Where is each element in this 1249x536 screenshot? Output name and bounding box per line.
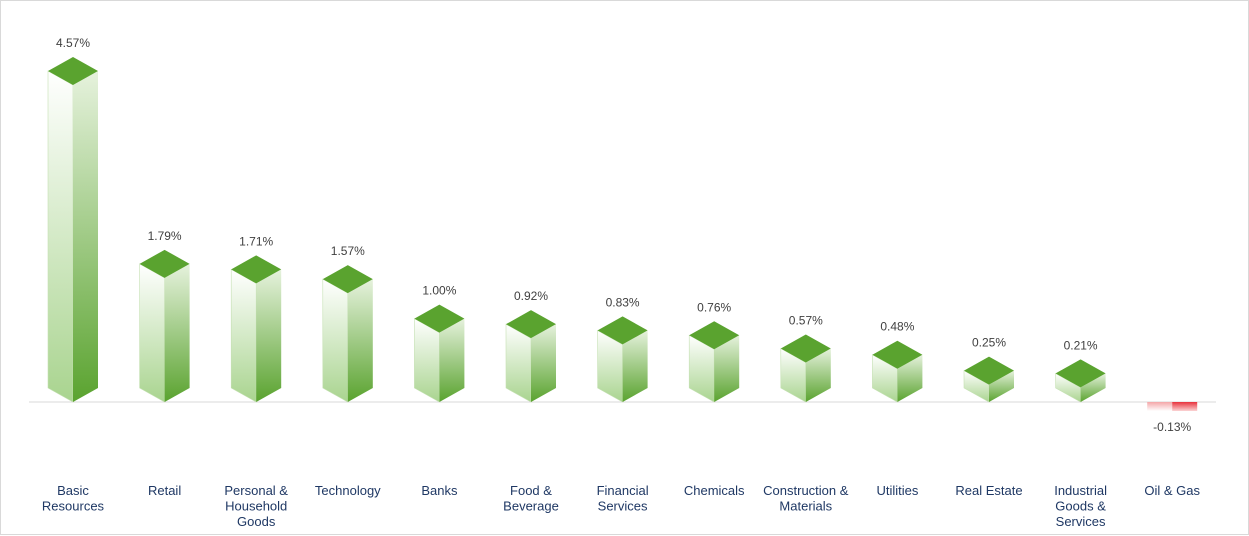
bar-1 xyxy=(47,57,98,403)
bar-left-face xyxy=(47,70,74,403)
bar-right-face xyxy=(439,318,465,402)
category-label-line: Food & xyxy=(510,483,552,498)
category-label-line: Industrial xyxy=(1054,483,1107,498)
category-label-line: Goods xyxy=(237,514,276,529)
category-label-line: Utilities xyxy=(876,483,918,498)
category-label-line: Oil & Gas xyxy=(1144,483,1200,498)
category-label-line: Banks xyxy=(421,483,458,498)
bar-right-face xyxy=(1080,373,1106,402)
data-label: 0.57% xyxy=(789,313,823,327)
category-label-line: Resources xyxy=(42,499,105,514)
category-label: Banks xyxy=(421,483,458,498)
data-label: 1.00% xyxy=(422,284,456,298)
bar-6 xyxy=(505,310,556,403)
bar-4 xyxy=(322,265,373,403)
bar-top xyxy=(414,304,465,333)
bar-top xyxy=(780,334,831,363)
category-label-line: Basic xyxy=(57,483,89,498)
bar-11 xyxy=(963,356,1014,403)
bar-right-face xyxy=(531,324,556,402)
bar-13 xyxy=(1147,402,1198,412)
bar-top xyxy=(1055,359,1106,388)
bar-left-face xyxy=(322,278,349,403)
bar-right-face xyxy=(1172,402,1198,412)
bar-right-face xyxy=(347,279,373,402)
data-label: 0.83% xyxy=(606,295,640,309)
category-label: Technology xyxy=(315,483,381,498)
bar-right-face xyxy=(805,348,831,402)
category-label: Retail xyxy=(148,483,181,498)
bar-top xyxy=(689,321,740,350)
category-label-line: Personal & xyxy=(224,483,288,498)
category-label-line: Household xyxy=(225,499,287,514)
bar-top xyxy=(597,316,648,345)
bar-top xyxy=(872,340,923,369)
data-label: -0.13% xyxy=(1153,420,1191,434)
data-label: 0.21% xyxy=(1064,338,1098,352)
category-label-line: Financial xyxy=(597,483,649,498)
category-label-line: Materials xyxy=(779,499,832,514)
bar-right-face xyxy=(989,370,1014,402)
category-label: Oil & Gas xyxy=(1144,483,1200,498)
data-label: 0.92% xyxy=(514,289,548,303)
data-label: 0.48% xyxy=(880,320,914,334)
category-label: Food & Beverage xyxy=(503,483,559,514)
category-label: Construction & Materials xyxy=(763,483,849,514)
category-label: Utilities xyxy=(876,483,918,498)
data-label: 1.71% xyxy=(239,234,273,248)
bar-5 xyxy=(414,304,465,403)
bar-10 xyxy=(872,340,923,403)
category-label-line: Technology xyxy=(315,483,381,498)
bar-left-face xyxy=(1147,402,1173,412)
category-label: Industrial Goods & Services xyxy=(1054,483,1107,529)
category-label: Basic Resources xyxy=(42,483,105,514)
bar-right-face xyxy=(622,330,648,402)
bar-right-face xyxy=(164,263,190,402)
bar-right-face xyxy=(256,269,282,402)
bar-left-face xyxy=(230,268,257,403)
category-label-line: Beverage xyxy=(503,499,559,514)
bar-top xyxy=(322,265,373,294)
category-label-line: Construction & xyxy=(763,483,849,498)
bar-top xyxy=(964,356,1014,385)
category-label: Financial Services xyxy=(597,483,649,514)
bar-right-face xyxy=(714,335,740,402)
data-label: 1.79% xyxy=(148,229,182,243)
category-label-line: Retail xyxy=(148,483,181,498)
bar-3 xyxy=(230,255,282,403)
bar-left-face xyxy=(414,318,440,403)
category-label-line: Services xyxy=(1056,514,1106,529)
bar-top xyxy=(506,310,556,339)
bar-right-face xyxy=(897,354,923,402)
category-label: Personal & Household Goods xyxy=(224,483,288,529)
bar-7 xyxy=(597,316,648,403)
bar-right-face xyxy=(73,71,98,402)
bar-9 xyxy=(780,334,831,403)
category-label-line: Services xyxy=(598,499,648,514)
category-label-line: Chemicals xyxy=(684,483,745,498)
data-label: 4.57% xyxy=(56,36,90,50)
bar-2 xyxy=(139,249,190,403)
category-label: Real Estate xyxy=(955,483,1022,498)
bar-8 xyxy=(688,321,740,403)
data-label: 1.57% xyxy=(331,244,365,258)
data-label: 0.25% xyxy=(972,336,1006,350)
category-label-line: Goods & xyxy=(1055,499,1106,514)
bar-left-face xyxy=(139,263,165,403)
bar-top xyxy=(231,255,282,284)
data-label: 0.76% xyxy=(697,300,731,314)
bar-top xyxy=(48,57,98,85)
category-label: Chemicals xyxy=(684,483,745,498)
bar-12 xyxy=(1055,359,1106,403)
category-label-line: Real Estate xyxy=(955,483,1022,498)
